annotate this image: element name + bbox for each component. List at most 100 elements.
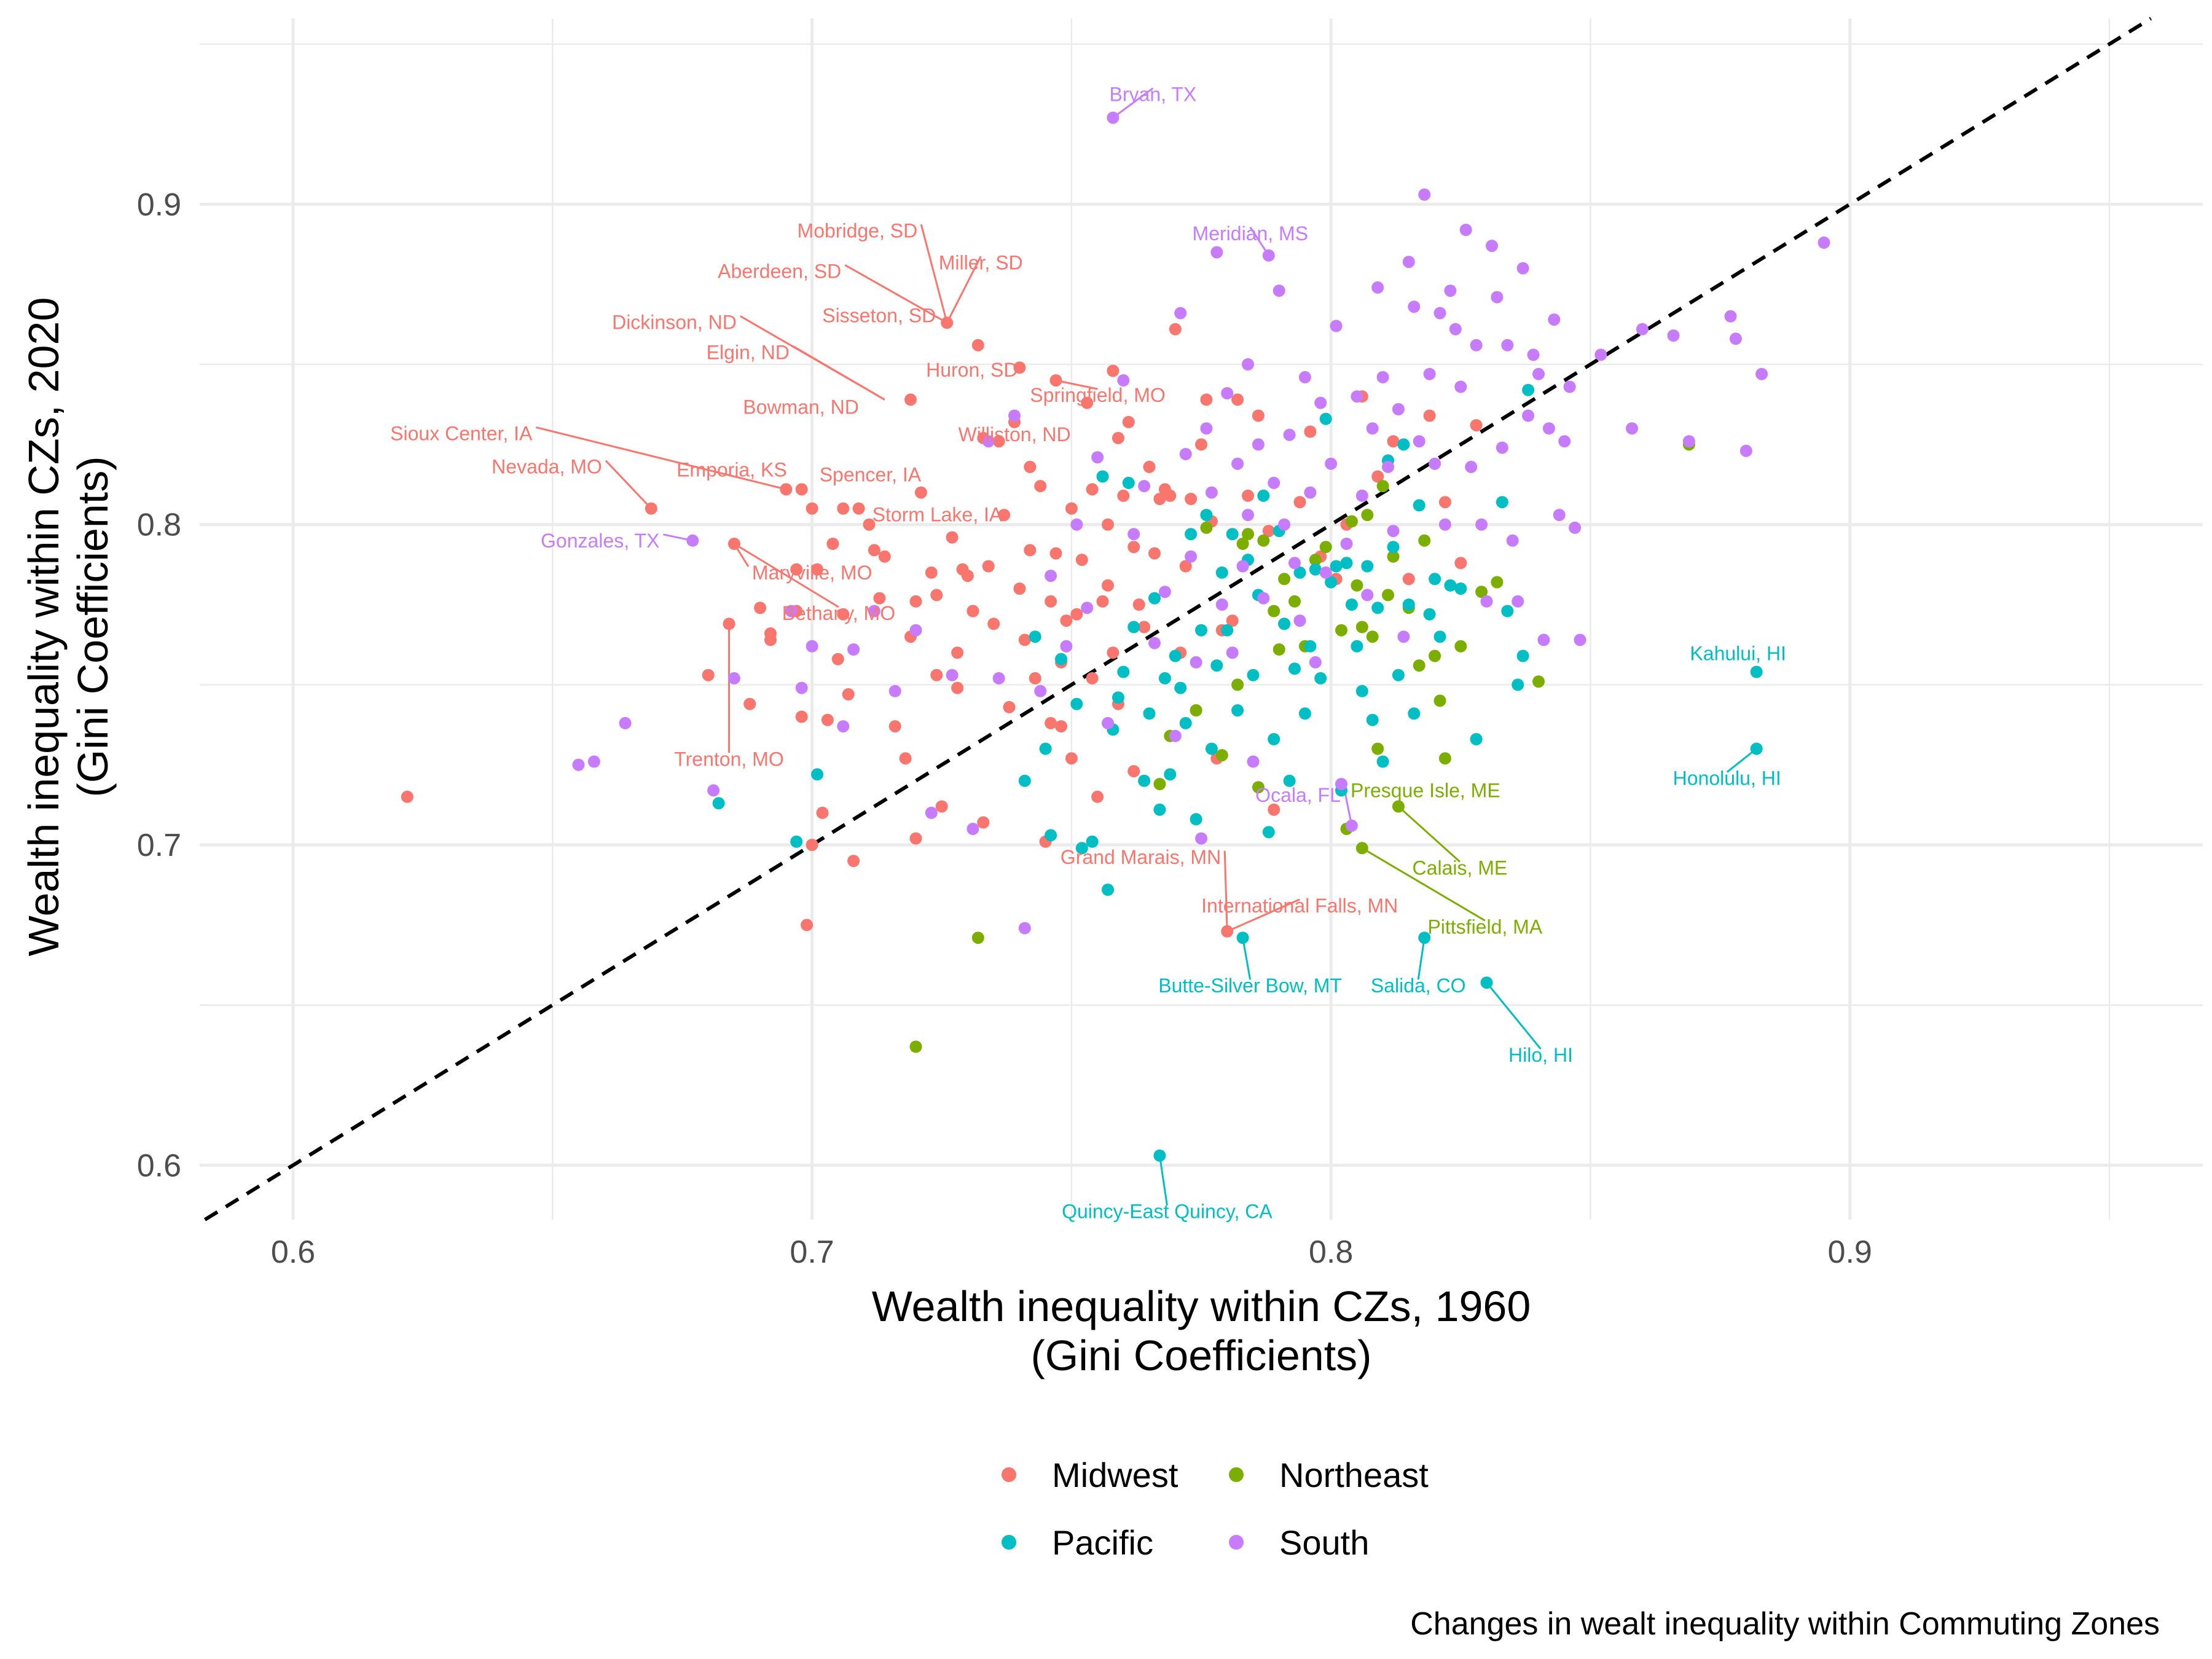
point-label-nevada-mo: Nevada, MO bbox=[492, 456, 602, 478]
point-labels: Bryan, TX Meridian, MS Mobridge, SD Miller,… bbox=[390, 84, 1786, 1223]
point-pacific bbox=[1750, 665, 1763, 678]
y-tick-label: 0.6 bbox=[137, 1148, 181, 1183]
point-northeast bbox=[1257, 534, 1270, 547]
y-axis-tick-labels: 0.6 0.7 0.8 0.9 bbox=[137, 187, 181, 1183]
point-pacific bbox=[1045, 829, 1057, 842]
point-pacific bbox=[1138, 774, 1151, 787]
point-pacific bbox=[1376, 755, 1389, 768]
point-south bbox=[1215, 598, 1228, 611]
point-midwest bbox=[1402, 573, 1415, 586]
point-south bbox=[1091, 451, 1104, 464]
point-midwest bbox=[909, 832, 922, 845]
point-label-calais-me: Calais, ME bbox=[1413, 857, 1508, 879]
point-south bbox=[587, 755, 600, 768]
point-south bbox=[888, 684, 901, 697]
point-label-honolulu-hi: Honolulu, HI bbox=[1673, 767, 1781, 790]
point-midwest bbox=[961, 570, 974, 582]
point-south bbox=[1496, 441, 1508, 454]
point-northeast bbox=[1288, 595, 1301, 608]
point-pacific bbox=[1304, 640, 1317, 653]
point-south bbox=[1449, 323, 1462, 335]
point-south bbox=[1387, 525, 1400, 538]
point-label-maryville-mo: Maryville, MO bbox=[752, 562, 873, 584]
point-pacific bbox=[1355, 684, 1368, 697]
point-label-salida-co: Salida, CO bbox=[1371, 975, 1466, 997]
point-pacific bbox=[1247, 669, 1260, 681]
point-northeast bbox=[1355, 621, 1368, 633]
point-midwest bbox=[1128, 541, 1140, 554]
point-midwest bbox=[795, 710, 808, 723]
x-axis-title-line-1: Wealth inequality within CZs, 1960 bbox=[872, 1282, 1531, 1330]
point-pacific bbox=[1413, 499, 1426, 512]
point-pacific bbox=[1444, 579, 1457, 592]
point-pacific bbox=[1143, 707, 1156, 720]
point-midwest bbox=[837, 502, 850, 515]
point-south bbox=[1018, 922, 1031, 935]
point-midwest bbox=[1086, 672, 1099, 684]
point-pacific bbox=[1314, 672, 1327, 684]
point-pacific bbox=[1190, 813, 1202, 826]
point-midwest bbox=[1128, 765, 1140, 778]
point-midwest bbox=[1003, 700, 1016, 713]
legend-key-midwest bbox=[1002, 1467, 1016, 1482]
point-label-kahului-hi: Kahului, HI bbox=[1690, 643, 1786, 665]
point-south bbox=[1475, 518, 1488, 531]
point-midwest bbox=[1117, 489, 1130, 502]
point-south bbox=[1195, 832, 1207, 845]
point-midwest bbox=[1024, 544, 1037, 557]
point-midwest bbox=[1423, 409, 1436, 422]
point-midwest bbox=[1102, 518, 1114, 531]
point-label-international-falls-mn: International Falls, MN bbox=[1201, 895, 1398, 917]
point-pacific bbox=[1325, 576, 1338, 589]
point-northeast bbox=[1236, 538, 1249, 550]
point-pacific bbox=[1153, 803, 1166, 816]
point-northeast bbox=[1382, 589, 1394, 602]
point-pacific bbox=[1330, 560, 1343, 573]
y-axis-title-line-1: Wealth inequality within CZs, 2020 bbox=[20, 297, 68, 957]
x-tick-label: 0.8 bbox=[1309, 1234, 1353, 1270]
series-midwest bbox=[401, 316, 1483, 938]
point-northeast bbox=[1231, 678, 1244, 691]
point-midwest bbox=[1470, 419, 1483, 432]
point-south bbox=[1293, 614, 1306, 627]
point-midwest bbox=[816, 806, 829, 819]
point-south bbox=[1548, 313, 1561, 326]
point-label-trenton-mo: Trenton, MO bbox=[674, 748, 783, 770]
point-pacific bbox=[1231, 704, 1244, 717]
point-pacific bbox=[1148, 592, 1161, 605]
point-pacific bbox=[1169, 649, 1182, 662]
point-midwest bbox=[1138, 621, 1151, 633]
point-midwest bbox=[780, 483, 793, 496]
point-south bbox=[1682, 435, 1695, 448]
point-northeast bbox=[1309, 554, 1322, 567]
label-leader-line bbox=[734, 543, 839, 608]
point-label-bowman-nd: Bowman, ND bbox=[743, 396, 859, 418]
point-midwest bbox=[1065, 502, 1078, 515]
point-northeast bbox=[1153, 778, 1166, 790]
point-pacific bbox=[1371, 602, 1384, 614]
x-tick-label: 0.9 bbox=[1828, 1234, 1872, 1270]
point-south bbox=[1060, 640, 1073, 653]
point-pacific bbox=[1408, 707, 1421, 720]
point-south bbox=[1226, 646, 1239, 659]
point-south bbox=[1345, 819, 1358, 832]
point-south bbox=[1138, 480, 1151, 493]
point-midwest bbox=[1049, 374, 1062, 387]
point-south bbox=[1563, 380, 1576, 393]
point-south bbox=[1252, 438, 1265, 451]
point-midwest bbox=[1096, 595, 1109, 608]
point-south bbox=[619, 716, 632, 729]
point-midwest bbox=[1013, 361, 1026, 374]
point-northeast bbox=[1532, 675, 1545, 688]
point-midwest bbox=[992, 435, 1005, 448]
point-midwest bbox=[1242, 489, 1254, 502]
point-label-dickinson-nd: Dickinson, ND bbox=[612, 311, 737, 333]
point-pacific bbox=[1345, 598, 1358, 611]
point-midwest bbox=[941, 316, 954, 329]
point-south bbox=[1148, 637, 1161, 649]
point-label-miller-sd: Miller, SD bbox=[939, 251, 1023, 273]
point-label-aberdeen-sd: Aberdeen, SD bbox=[718, 260, 841, 282]
point-south bbox=[1480, 595, 1493, 608]
point-midwest bbox=[1075, 554, 1088, 567]
point-label-meridian-ms: Meridian, MS bbox=[1193, 222, 1309, 245]
